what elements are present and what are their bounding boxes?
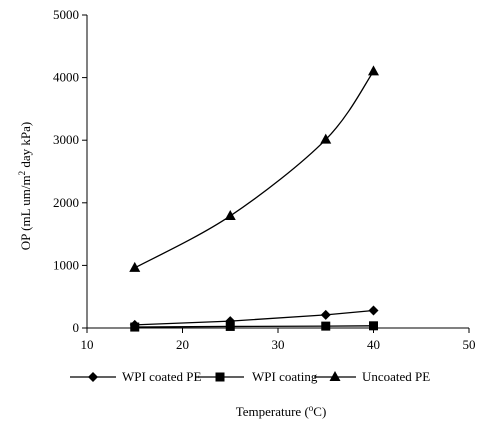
series-layer — [129, 65, 379, 332]
x-axis-label: Temperature (oC) — [236, 403, 327, 419]
legend-label: WPI coating — [252, 369, 318, 384]
plot-frame — [86, 15, 469, 329]
legend-label: Uncoated PE — [362, 369, 430, 384]
x-tick-label: 50 — [463, 337, 476, 352]
data-point-square — [130, 322, 140, 332]
y-tick-label: 2000 — [53, 195, 79, 210]
data-point-square — [369, 321, 378, 331]
legend-label: WPI coated PE — [122, 369, 201, 384]
data-point-triangle — [129, 261, 141, 272]
x-axis-ticks: 10 20 30 40 50 — [81, 328, 476, 352]
x-tick-label: 20 — [176, 337, 189, 352]
series-line — [134, 325, 374, 328]
legend-item: WPI coating — [196, 369, 318, 384]
legend: WPI coated PE WPI coating Uncoated PE — [70, 369, 430, 384]
legend-marker-triangle — [329, 371, 341, 381]
y-tick-label: 5000 — [53, 7, 79, 22]
data-point-triangle — [224, 209, 236, 220]
y-tick-label: 0 — [73, 320, 80, 335]
legend-item: WPI coated PE — [70, 369, 201, 384]
y-tick-label: 3000 — [53, 132, 79, 147]
y-tick-label: 4000 — [53, 70, 79, 85]
series-triangle — [129, 65, 379, 272]
y-axis-ticks: 0 1000 2000 3000 4000 5000 — [53, 7, 87, 335]
y-axis-label: OP (mL um/m2 day kPa) — [17, 122, 33, 250]
series-square — [130, 321, 378, 332]
data-point-diamond — [320, 309, 331, 320]
series-diamond — [129, 305, 379, 330]
x-tick-label: 10 — [81, 337, 94, 352]
data-point-triangle — [320, 133, 332, 144]
legend-marker-diamond — [88, 372, 98, 382]
x-tick-label: 40 — [367, 337, 380, 352]
x-tick-label: 30 — [272, 337, 285, 352]
legend-item: Uncoated PE — [314, 369, 430, 384]
legend-marker-square — [215, 372, 225, 382]
data-point-square — [321, 321, 331, 331]
series-line — [134, 70, 375, 269]
data-point-diamond — [368, 305, 379, 316]
data-point-square — [225, 321, 235, 331]
data-point-triangle — [368, 65, 379, 76]
y-tick-label: 1000 — [53, 257, 79, 272]
series-line — [134, 309, 374, 326]
